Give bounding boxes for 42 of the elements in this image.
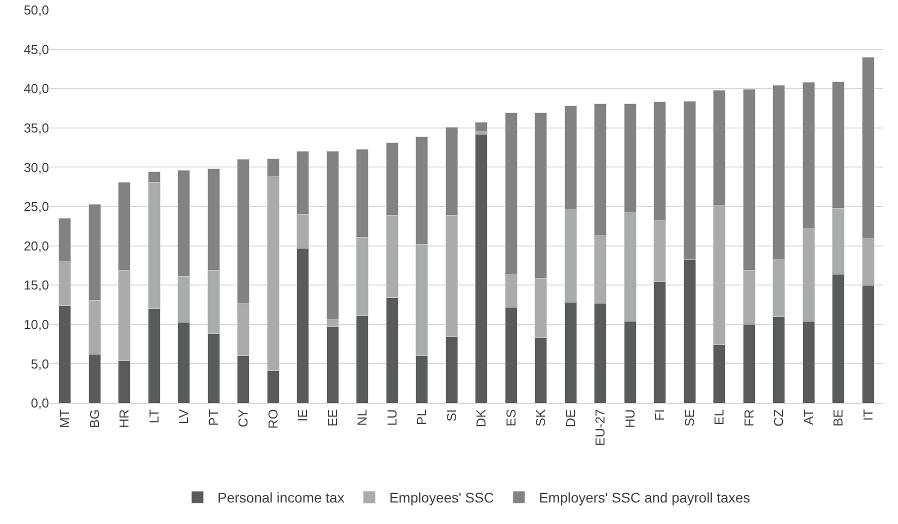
x-tick-label: EL [712,409,727,426]
x-tick-label: FI [652,409,668,421]
x-tick-label: AT [800,409,816,425]
x-tick-label: SE [682,408,697,427]
x-tick-label: SI [444,409,459,422]
legend-label: Employers' SSC and payroll taxes [538,490,750,506]
x-tick-label: DK [474,408,489,428]
x-tick-label: ES [503,408,518,427]
y-tick-label: 20,0 [24,238,49,254]
y-tick-label: 50,0 [24,2,49,18]
y-tick-label: 30,0 [24,160,49,175]
x-tick-label: HR [116,409,132,428]
x-tick-label: MT [57,409,72,428]
x-tick-label: NL [354,409,370,426]
y-tick-label: 40,0 [24,81,49,96]
x-tick-label: EU-27 [592,409,608,446]
x-tick-label: IT [860,409,876,421]
x-tick-label: EE [324,408,340,427]
y-tick-label: 10,0 [24,316,49,332]
x-tick-label: LU [384,409,400,426]
y-tick-label: 25,0 [24,199,49,214]
x-tick-label: BG [86,409,102,428]
y-tick-label: 0,0 [30,396,49,411]
y-tick-label: 45,0 [24,42,49,57]
x-tick-label: BE [830,408,846,427]
y-tick-label: 35,0 [24,120,49,136]
legend-label: Personal income tax [218,490,344,506]
legend-label: Employees' SSC [389,490,494,506]
y-tick-label: 5,0 [30,356,49,372]
x-tick-label: PL [414,409,430,426]
x-tick-label: CZ [771,409,786,427]
x-tick-label: SK [533,408,548,427]
x-tick-label: CY [236,408,251,428]
x-tick-label: LV [176,408,192,424]
x-tick-label: PT [206,409,221,426]
x-tick-label: FR [741,409,756,427]
x-tick-label: IE [295,408,310,422]
x-tick-label: DE [562,408,578,428]
x-tick-label: LT [146,409,162,424]
x-tick-label: RO [265,409,280,429]
y-tick-label: 15,0 [24,278,49,293]
x-tick-label: HU [622,409,638,428]
